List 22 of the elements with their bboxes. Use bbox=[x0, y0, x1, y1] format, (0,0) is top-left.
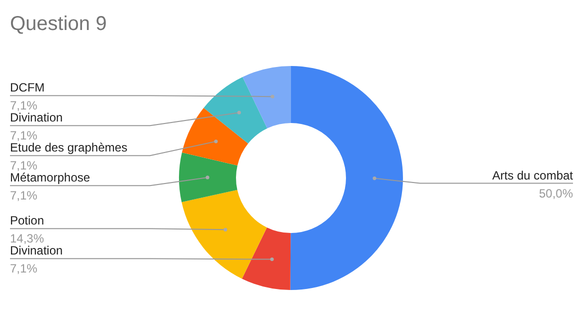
donut-slice bbox=[204, 77, 268, 144]
donut-slice bbox=[242, 66, 291, 128]
slice-label: Divination bbox=[10, 110, 63, 125]
slice-label: Potion bbox=[10, 214, 44, 228]
slice-label: Métamorphose bbox=[10, 170, 90, 185]
chart-title: Question 9 bbox=[10, 13, 107, 35]
data-label: 7,1% bbox=[10, 98, 38, 113]
data-label: 7,1% bbox=[10, 188, 38, 203]
data-label: 7,1% bbox=[10, 158, 38, 173]
donut-slice bbox=[179, 152, 238, 202]
donut-slice bbox=[182, 190, 267, 279]
donut-slice bbox=[182, 108, 248, 166]
data-label: 7,1% bbox=[10, 128, 38, 143]
slice-label: Arts du combat bbox=[492, 168, 574, 182]
slice-label: Divination bbox=[10, 244, 63, 258]
slice-label: DCFM bbox=[10, 80, 45, 95]
data-label: 50,0% bbox=[538, 186, 574, 200]
slice-label: Etude des graphèmes bbox=[10, 140, 128, 155]
data-label: 7,1% bbox=[10, 262, 38, 276]
donut-slice bbox=[290, 66, 403, 290]
donut-slice bbox=[242, 227, 291, 290]
data-label: 14,3% bbox=[10, 232, 44, 246]
